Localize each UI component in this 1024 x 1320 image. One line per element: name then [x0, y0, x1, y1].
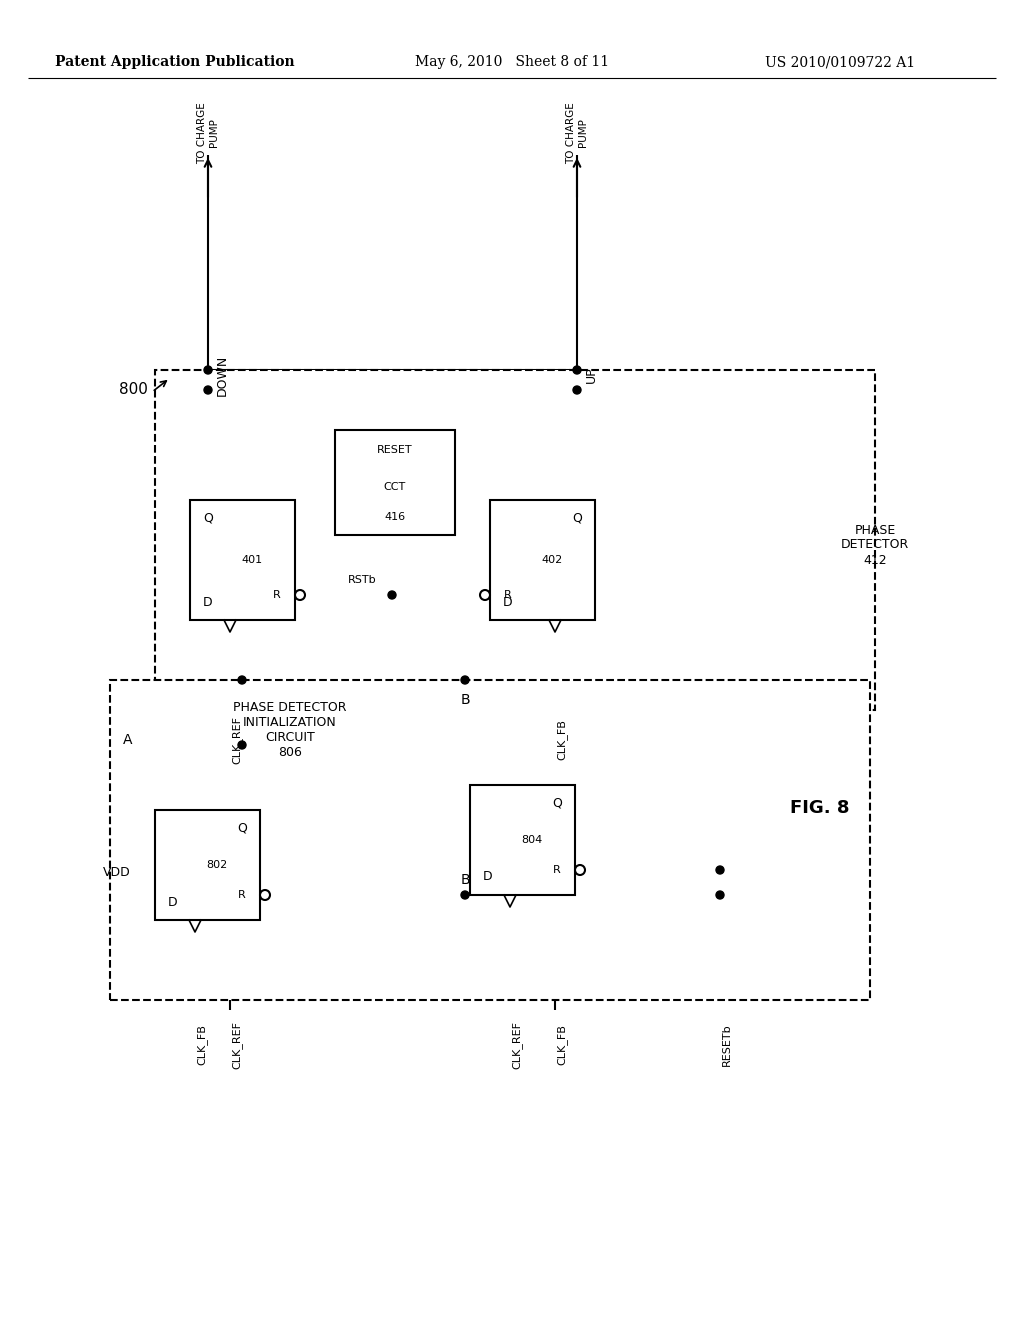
Bar: [155, 370, 874, 710]
Circle shape: [204, 385, 212, 393]
Bar: [490, 500, 595, 620]
Text: May 6, 2010   Sheet 8 of 11: May 6, 2010 Sheet 8 of 11: [415, 55, 609, 69]
Text: CLK_FB: CLK_FB: [197, 1024, 208, 1065]
Text: Q: Q: [572, 511, 582, 524]
Circle shape: [573, 366, 581, 374]
Bar: [110, 680, 870, 1001]
Text: R: R: [273, 590, 281, 601]
Text: RESETb: RESETb: [722, 1024, 732, 1067]
Text: R: R: [239, 890, 246, 900]
Text: TO CHARGE
PUMP: TO CHARGE PUMP: [566, 102, 588, 164]
Text: Patent Application Publication: Patent Application Publication: [55, 55, 295, 69]
Circle shape: [573, 385, 581, 393]
Text: Q: Q: [203, 511, 213, 524]
Text: R: R: [504, 590, 512, 601]
Circle shape: [238, 741, 246, 748]
Text: RSTb: RSTb: [348, 576, 376, 585]
Text: UP: UP: [585, 367, 598, 383]
Bar: [190, 500, 295, 620]
Text: D: D: [503, 595, 513, 609]
Text: RESET: RESET: [377, 445, 413, 455]
Circle shape: [238, 676, 246, 684]
Circle shape: [575, 865, 585, 875]
Text: D: D: [203, 595, 213, 609]
Text: CLK_REF: CLK_REF: [512, 1020, 522, 1069]
Text: 401: 401: [242, 554, 262, 565]
Circle shape: [388, 591, 396, 599]
Circle shape: [716, 866, 724, 874]
Text: 416: 416: [384, 512, 406, 521]
Circle shape: [295, 590, 305, 601]
Text: TO CHARGE
PUMP: TO CHARGE PUMP: [198, 102, 219, 164]
Text: R: R: [553, 865, 561, 875]
Text: CCT: CCT: [384, 482, 407, 492]
Circle shape: [461, 676, 469, 684]
Circle shape: [716, 891, 724, 899]
Text: D: D: [483, 870, 493, 883]
Text: B: B: [460, 693, 470, 708]
Text: A: A: [123, 733, 133, 747]
Text: FIG. 8: FIG. 8: [791, 799, 850, 817]
Text: 804: 804: [521, 836, 543, 845]
Bar: [470, 785, 575, 895]
Text: CLK_FB: CLK_FB: [557, 719, 567, 760]
Circle shape: [204, 366, 212, 374]
Text: 802: 802: [207, 861, 227, 870]
Text: CLK_REF: CLK_REF: [231, 715, 243, 764]
Text: VDD: VDD: [103, 866, 131, 879]
Circle shape: [260, 890, 270, 900]
Text: PHASE
DETECTOR
412: PHASE DETECTOR 412: [841, 524, 909, 566]
Text: Q: Q: [552, 796, 562, 809]
Text: Q: Q: [238, 821, 247, 834]
Bar: [335, 430, 455, 535]
Text: B: B: [460, 873, 470, 887]
Text: D: D: [168, 895, 178, 908]
Bar: [155, 810, 260, 920]
Text: DOWN: DOWN: [216, 354, 229, 396]
Text: CLK_FB: CLK_FB: [557, 1024, 567, 1065]
Circle shape: [461, 891, 469, 899]
Text: US 2010/0109722 A1: US 2010/0109722 A1: [765, 55, 915, 69]
Circle shape: [480, 590, 490, 601]
Text: PHASE DETECTOR
INITIALIZATION
CIRCUIT
806: PHASE DETECTOR INITIALIZATION CIRCUIT 80…: [233, 701, 347, 759]
Text: 402: 402: [542, 554, 562, 565]
Text: 800: 800: [119, 383, 148, 397]
Text: CLK_REF: CLK_REF: [231, 1020, 243, 1069]
